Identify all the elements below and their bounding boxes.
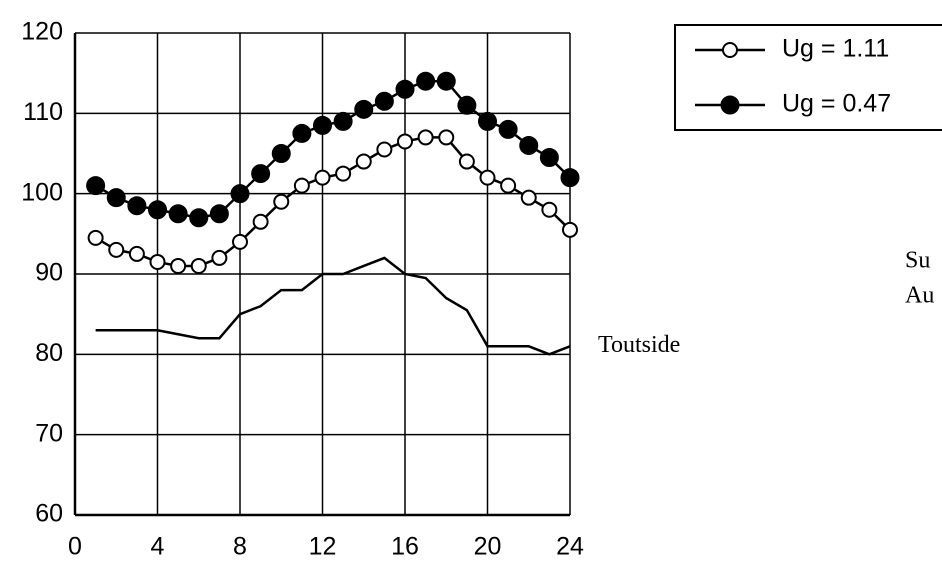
legend-box [674, 24, 942, 131]
marker [148, 200, 167, 220]
marker [458, 153, 475, 170]
x-tick-label: 8 [233, 533, 247, 561]
marker [87, 229, 104, 246]
marker [562, 221, 578, 238]
series-line [94, 136, 571, 268]
marker [355, 153, 372, 170]
marker [416, 71, 436, 91]
marker [189, 208, 209, 228]
annotation: Su [905, 248, 930, 274]
marker [438, 129, 455, 146]
marker [149, 253, 166, 270]
marker [127, 196, 147, 216]
y-tick-label: 100 [21, 178, 63, 206]
marker [108, 241, 125, 258]
x-tick-label: 12 [309, 533, 337, 561]
marker [170, 257, 187, 274]
y-tick-label: 70 [35, 419, 63, 447]
marker [168, 204, 188, 224]
marker [498, 119, 518, 139]
marker [722, 42, 738, 58]
marker [232, 233, 248, 250]
marker [128, 245, 145, 262]
y-tick-label: 90 [35, 259, 63, 287]
marker [376, 141, 393, 158]
y-tick-label: 60 [35, 500, 63, 528]
marker [333, 111, 353, 131]
marker [541, 201, 558, 218]
x-tick-label: 24 [556, 533, 584, 561]
marker [436, 71, 456, 91]
marker [560, 168, 580, 188]
x-tick-label: 4 [151, 533, 165, 561]
marker [500, 177, 517, 194]
series-line [94, 79, 571, 220]
marker [190, 257, 207, 274]
marker [478, 111, 497, 131]
x-tick-label: 20 [474, 533, 502, 561]
marker [293, 177, 310, 194]
marker [374, 91, 394, 111]
marker [251, 164, 271, 184]
marker [520, 189, 537, 206]
marker [354, 99, 374, 119]
marker [271, 144, 291, 163]
series-line [95, 256, 571, 356]
marker [211, 249, 228, 266]
marker [479, 169, 496, 186]
series-label: Toutside [598, 332, 680, 358]
y-tick-label: 110 [23, 98, 63, 126]
marker [457, 95, 477, 115]
marker [252, 213, 269, 230]
marker [86, 176, 106, 196]
marker [314, 169, 331, 186]
marker [292, 123, 312, 143]
annotation: Au [905, 283, 934, 309]
y-tick-label: 120 [21, 18, 63, 46]
legend-label: Ug = 1.11 [782, 35, 889, 63]
marker [720, 95, 740, 115]
marker [273, 193, 290, 210]
marker [230, 184, 250, 204]
marker [395, 79, 415, 99]
marker [539, 148, 559, 168]
marker [313, 115, 332, 135]
marker [209, 204, 229, 224]
x-tick-label: 16 [391, 533, 419, 561]
marker [106, 188, 126, 208]
marker [397, 133, 413, 150]
marker [519, 135, 539, 155]
marker [335, 165, 352, 182]
x-tick-label: 0 [68, 533, 82, 561]
y-tick-label: 80 [35, 339, 63, 367]
marker [417, 129, 434, 146]
legend-label: Ug = 0.47 [782, 90, 891, 118]
